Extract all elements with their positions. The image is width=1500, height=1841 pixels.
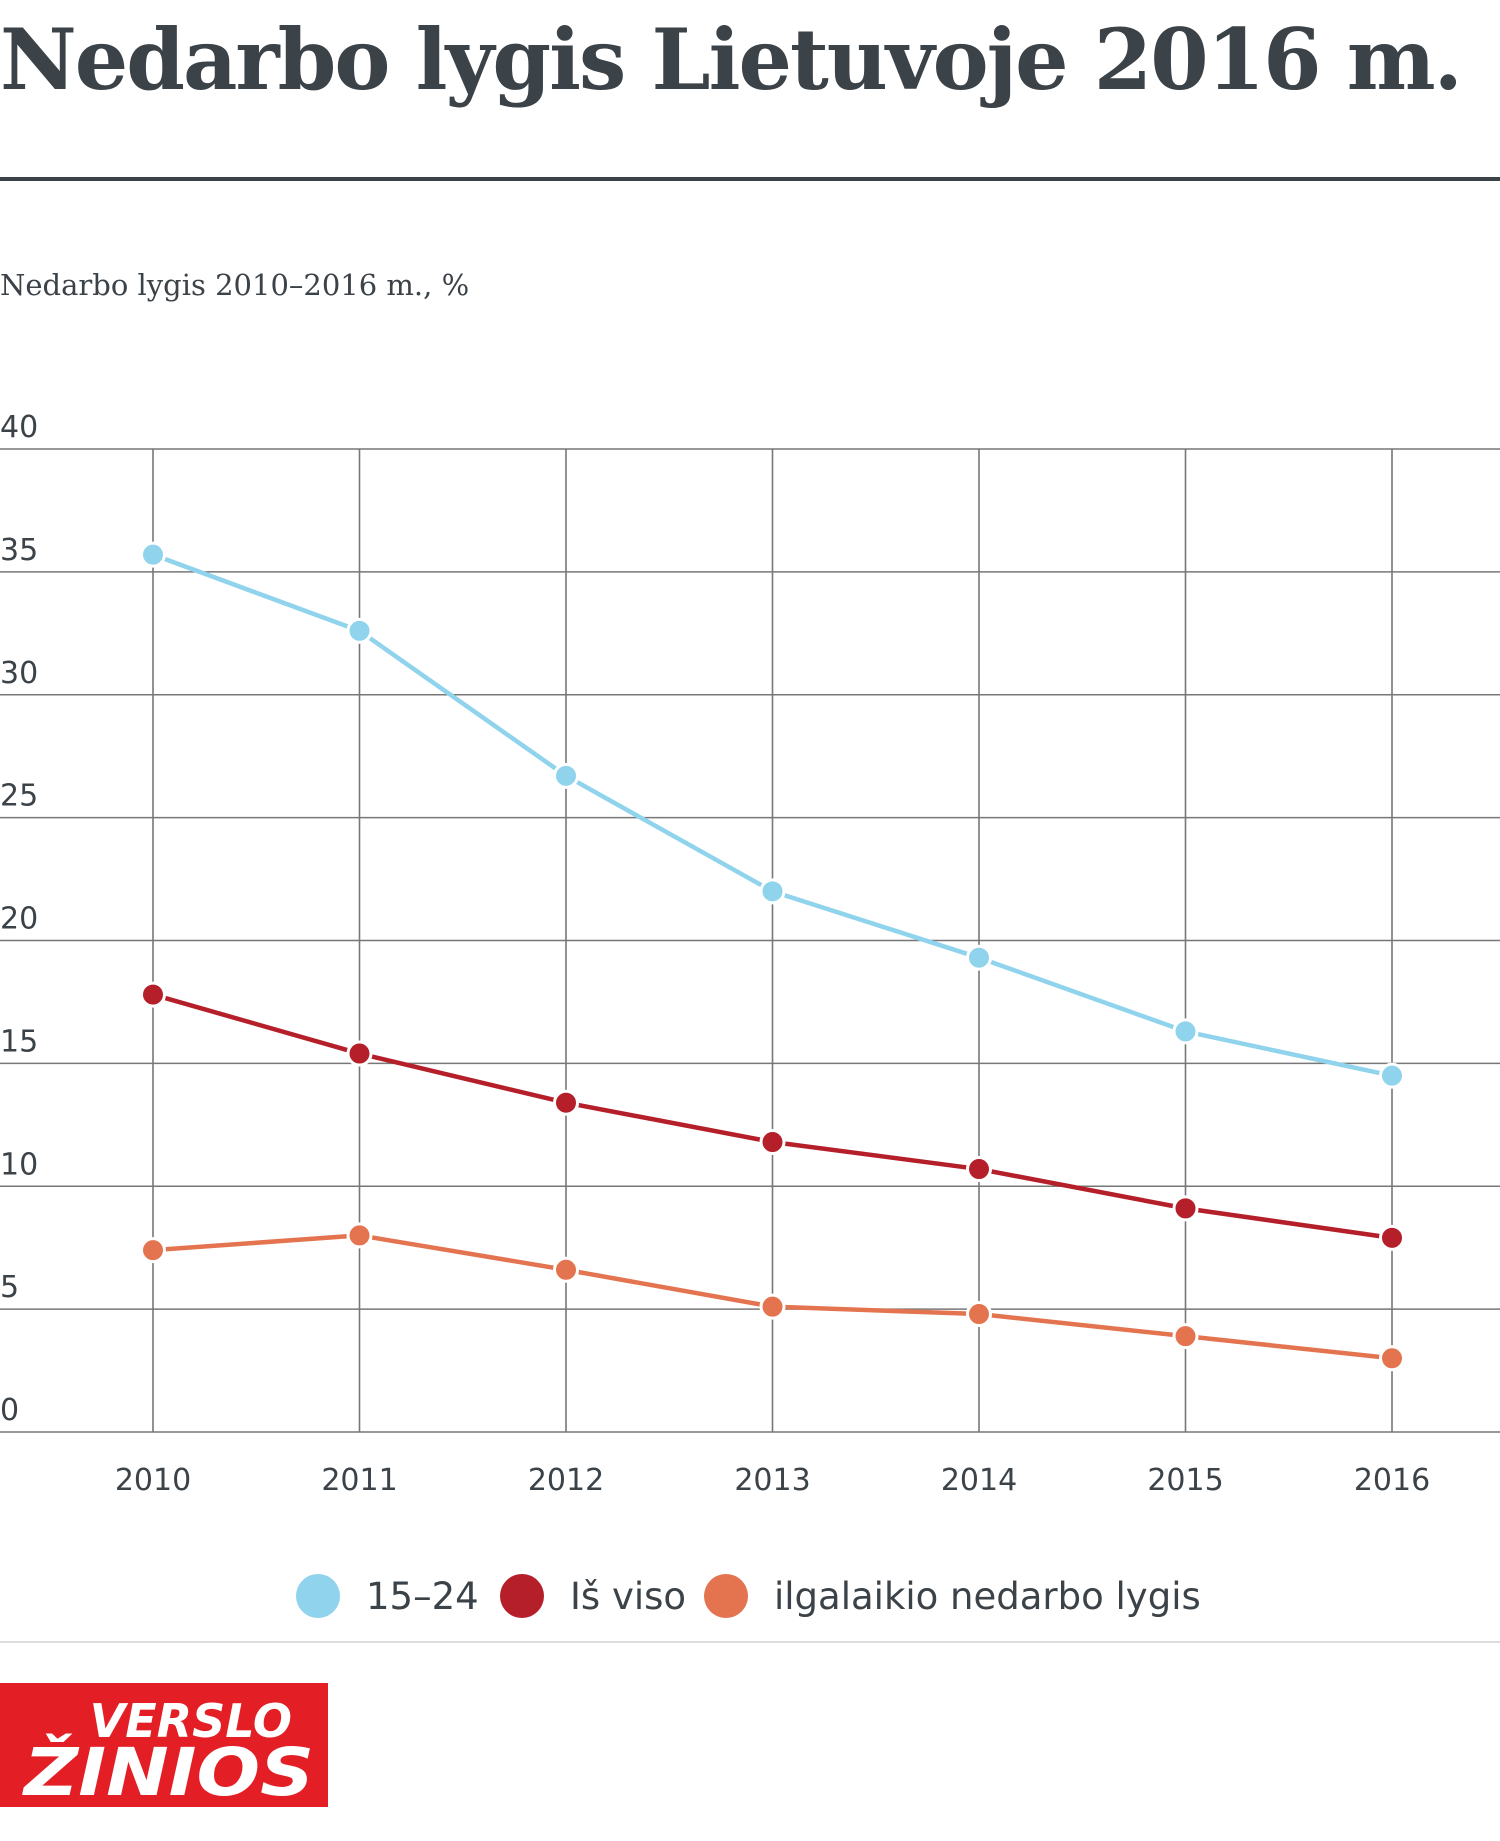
legend-label: Iš viso <box>570 1574 687 1618</box>
chart-legend: 15–24 Iš viso ilgalaikio nedarbo lygis <box>0 1566 1500 1626</box>
y-tick-label: 10 <box>0 1147 38 1182</box>
legend-item: Iš viso <box>500 1566 686 1626</box>
data-point <box>966 1156 992 1183</box>
logo-line1: VERSLO <box>90 1694 292 1748</box>
legend-swatch <box>500 1574 544 1618</box>
x-tick-label: 2012 <box>528 1463 604 1498</box>
data-point <box>1379 1224 1405 1251</box>
y-tick-label: 0 <box>0 1393 19 1428</box>
x-tick-label: 2014 <box>941 1463 1017 1498</box>
data-point <box>1172 1018 1199 1045</box>
y-tick-label: 35 <box>0 533 38 568</box>
data-point <box>346 617 373 644</box>
x-tick-label: 2010 <box>115 1463 191 1498</box>
data-point <box>1172 1323 1199 1350</box>
data-point <box>553 1089 579 1116</box>
data-point <box>346 1040 373 1067</box>
y-tick-label: 40 <box>0 410 38 445</box>
data-point <box>1379 1062 1405 1089</box>
data-point <box>1379 1345 1405 1372</box>
y-tick-label: 20 <box>0 902 38 937</box>
data-point <box>140 541 166 568</box>
x-tick-label: 2016 <box>1354 1463 1430 1498</box>
data-point <box>759 878 786 905</box>
y-tick-label: 15 <box>0 1024 38 1059</box>
y-tick-label: 5 <box>0 1270 19 1305</box>
x-tick-label: 2015 <box>1147 1463 1223 1498</box>
brand-logo: VERSLO ŽINIOS <box>0 1683 328 1807</box>
x-tick-label: 2013 <box>734 1463 810 1498</box>
legend-item: ilgalaikio nedarbo lygis <box>704 1566 1201 1626</box>
data-point <box>553 1256 579 1283</box>
y-tick-label: 30 <box>0 656 38 691</box>
data-point <box>140 1237 166 1264</box>
page-title: Nedarbo lygis Lietuvoje 2016 m. <box>0 10 1463 109</box>
line-chart: 0 5 10 15 20 25 30 35 40 2010 2011 2012 2013 2014 2015… <box>0 410 1500 1498</box>
legend-item: 15–24 <box>296 1566 479 1626</box>
data-point <box>759 1293 786 1320</box>
footer-divider <box>0 1641 1500 1643</box>
legend-label: 15–24 <box>366 1574 479 1618</box>
data-point <box>1172 1195 1199 1222</box>
data-point <box>346 1222 373 1249</box>
logo-line2: ŽINIOS <box>22 1734 314 1807</box>
legend-swatch <box>296 1574 340 1618</box>
title-divider <box>0 177 1500 181</box>
data-point <box>966 944 992 971</box>
data-point <box>553 762 579 789</box>
y-tick-label: 25 <box>0 779 38 814</box>
data-point <box>140 981 166 1008</box>
chart-subtitle: Nedarbo lygis 2010–2016 m., % <box>0 268 470 302</box>
legend-label: ilgalaikio nedarbo lygis <box>774 1574 1201 1618</box>
data-point <box>966 1301 992 1328</box>
legend-swatch <box>704 1574 748 1618</box>
x-tick-label: 2011 <box>321 1463 397 1498</box>
data-point <box>759 1129 786 1156</box>
